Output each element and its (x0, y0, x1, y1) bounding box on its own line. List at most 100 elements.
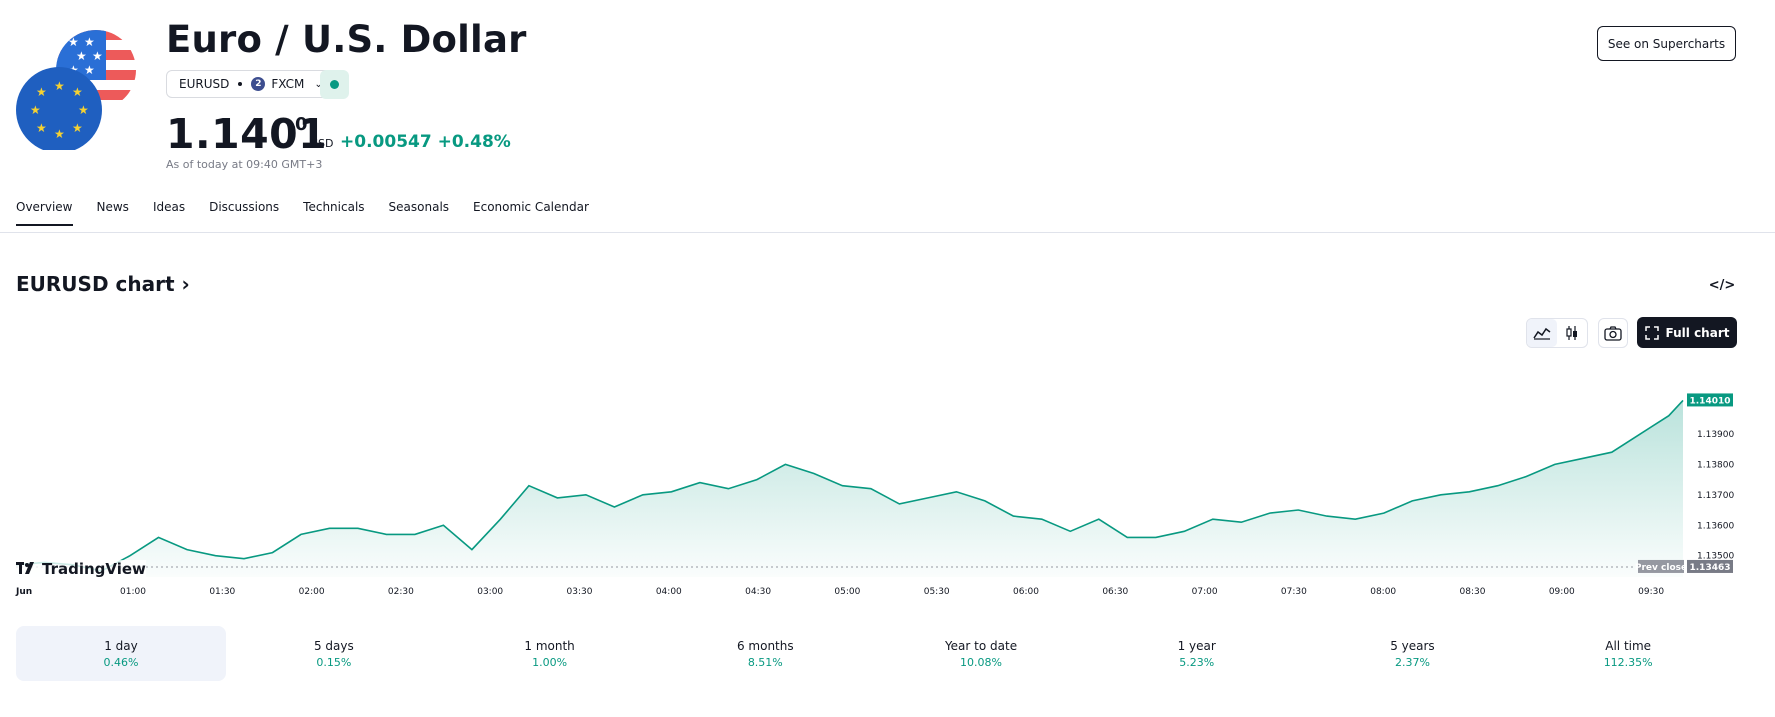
period-label: 1 day (104, 638, 138, 653)
tab-economic-calendar[interactable]: Economic Calendar (473, 200, 589, 214)
tab-discussions[interactable]: Discussions (209, 200, 280, 214)
svg-text:★: ★ (84, 63, 95, 77)
period-1-day[interactable]: 1 day 0.46% (16, 626, 226, 681)
svg-text:★: ★ (68, 35, 79, 49)
y-tick-label: 1.13800 (1697, 460, 1734, 470)
x-tick-label: 05:30 (924, 587, 950, 597)
y-tick-label: 1.13700 (1697, 491, 1734, 501)
tradingview-logo-icon (16, 560, 38, 578)
x-tick-label: 01:00 (120, 587, 146, 597)
price-area-fill (16, 400, 1683, 577)
market-status-button[interactable] (320, 70, 349, 99)
period-label: 1 year (1177, 638, 1216, 653)
period-change: 2.37% (1394, 655, 1430, 669)
x-tick-label: 09:00 (1549, 587, 1575, 597)
last-price-badge: 1.14010 (1690, 396, 1731, 406)
last-price-badge-bg (1687, 393, 1733, 407)
x-tick-label: 03:00 (477, 587, 503, 597)
period-selector: 1 day 0.46% 5 days 0.15% 1 month 1.00% 6 month… (16, 626, 1736, 681)
x-tick-label: 03:30 (567, 587, 593, 597)
period-change: 0.15% (316, 655, 352, 669)
last-price-fraction: 0 (295, 114, 308, 135)
market-open-icon (330, 80, 339, 89)
camera-icon[interactable] (1598, 318, 1628, 348)
period-all-time[interactable]: All time 112.35% (1520, 626, 1736, 681)
period-change: 10.08% (960, 655, 1002, 669)
area-chart-icon[interactable] (1527, 319, 1557, 347)
x-tick-label: 06:00 (1013, 587, 1039, 597)
x-tick-label: 05:00 (834, 587, 860, 597)
price-line (15, 399, 1684, 572)
period-label: All time (1605, 638, 1652, 653)
symbol-selector[interactable]: EURUSD 2 FXCM ⌄ (166, 70, 336, 98)
period-1-month[interactable]: 1 month 1.00% (442, 626, 658, 681)
period-5-days[interactable]: 5 days 0.15% (226, 626, 442, 681)
period-label: 6 months (736, 638, 794, 653)
x-tick-label: 02:00 (299, 587, 325, 597)
tab-technicals[interactable]: Technicals (303, 200, 365, 214)
period-1-year[interactable]: 1 year 5.23% (1089, 626, 1305, 681)
period-change: 112.35% (1603, 655, 1653, 669)
x-tick-label: 08:30 (1460, 587, 1486, 597)
x-tick-label: 02:30 (388, 587, 414, 597)
period-change: 0.46% (103, 655, 139, 669)
svg-text:★: ★ (36, 121, 47, 135)
embed-code-icon[interactable]: </> (1708, 277, 1736, 293)
svg-text:★: ★ (72, 85, 83, 99)
price-chart[interactable]: 1.13500 1.13600 1.13700 1.13800 1.13900 Jun 0… (0, 355, 1775, 610)
prev-close-value-badge-bg (1687, 559, 1733, 573)
full-chart-button[interactable]: Full chart (1637, 317, 1737, 348)
y-tick-label: 1.13600 (1697, 521, 1734, 531)
chart-title-link[interactable]: EURUSD chart › (16, 272, 190, 296)
candles-chart-icon[interactable] (1557, 319, 1587, 347)
prev-close-badge: Prev close (1635, 563, 1687, 573)
see-on-supercharts-button[interactable]: See on Supercharts (1597, 26, 1736, 61)
tab-bar: Overview News Ideas Discussions Technicals Se… (16, 200, 589, 226)
svg-text:★: ★ (72, 121, 83, 135)
price-timestamp: As of today at 09:40 GMT+3 (166, 158, 323, 171)
chevron-right-icon: › (181, 272, 190, 296)
svg-text:★: ★ (36, 85, 47, 99)
period-change: 1.00% (532, 655, 568, 669)
tradingview-logo-text: TradingView (42, 560, 146, 578)
svg-text:★: ★ (92, 49, 103, 63)
tradingview-logo[interactable]: TradingView (16, 560, 146, 578)
x-tick-label: 04:00 (656, 587, 682, 597)
period-label: 1 month (524, 638, 575, 653)
x-tick-label: 04:30 (745, 587, 771, 597)
x-tick-label: 08:00 (1370, 587, 1396, 597)
symbol-ticker: EURUSD (179, 77, 230, 91)
period-year-to-date[interactable]: Year to date 10.08% (873, 626, 1089, 681)
divider (0, 232, 1775, 233)
fullscreen-icon (1644, 325, 1659, 340)
y-tick-label: 1.13900 (1697, 430, 1734, 440)
price-currency: USD (310, 137, 334, 150)
exchange-logo-icon: 2 (251, 77, 266, 91)
period-label: Year to date (944, 638, 1018, 653)
prev-close-badge-bg (1638, 559, 1684, 573)
tab-overview[interactable]: Overview (16, 200, 73, 226)
full-chart-label: Full chart (1665, 325, 1730, 340)
svg-text:★: ★ (84, 35, 95, 49)
period-6-months[interactable]: 6 months 8.51% (657, 626, 873, 681)
prev-close-value-badge: 1.13463 (1690, 563, 1731, 573)
period-change: 8.51% (747, 655, 783, 669)
tab-seasonals[interactable]: Seasonals (388, 200, 450, 214)
tab-ideas[interactable]: Ideas (152, 200, 186, 214)
period-label: 5 days (313, 638, 354, 653)
x-tick-label: 07:30 (1281, 587, 1307, 597)
tab-news[interactable]: News (96, 200, 129, 214)
chart-style-group (1526, 318, 1588, 348)
period-5-years[interactable]: 5 years 2.37% (1305, 626, 1521, 681)
last-price: 1.1401 (166, 110, 328, 158)
x-tick-label: Jun (15, 587, 32, 597)
period-label: 5 years (1390, 638, 1435, 653)
y-tick-label: 1.13500 (1697, 552, 1734, 562)
x-tick-label: 07:00 (1192, 587, 1218, 597)
page-title: Euro / U.S. Dollar (166, 18, 527, 61)
svg-text:★: ★ (54, 127, 65, 141)
svg-text:★: ★ (54, 79, 65, 93)
symbol-flags-icon: ★★ ★★ ★★ ★★ ★★ ★★ ★★ (14, 30, 144, 153)
x-tick-label: 01:30 (209, 587, 235, 597)
svg-text:★: ★ (76, 49, 87, 63)
